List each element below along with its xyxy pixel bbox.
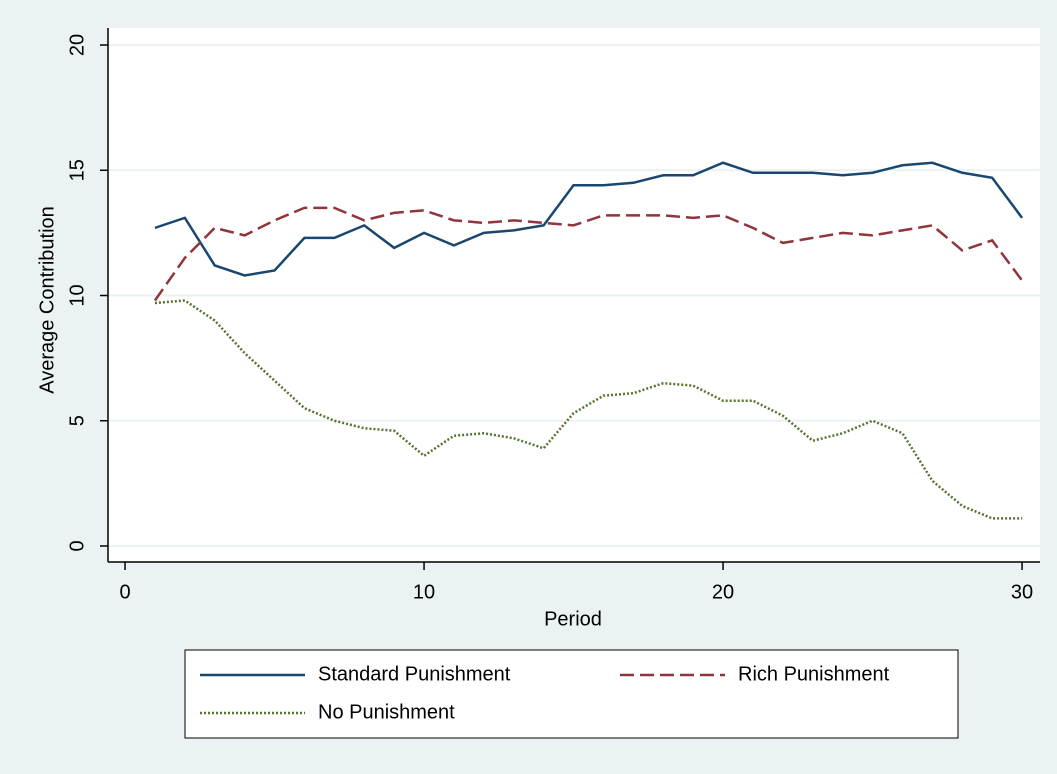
series-line <box>154 299 1023 520</box>
x-tick-label: 20 <box>712 581 734 603</box>
y-tick-label: 5 <box>66 415 88 426</box>
legend-box <box>184 649 959 739</box>
x-tick-label: 0 <box>119 581 130 603</box>
y-tick-label: 10 <box>66 284 88 306</box>
legend-label: No Punishment <box>318 701 455 723</box>
x-tick-label: 30 <box>1011 581 1033 603</box>
y-axis-label: Average Contribution <box>36 206 58 394</box>
legend-label: Standard Punishment <box>318 663 511 685</box>
y-tick-label: 15 <box>66 159 88 181</box>
y-tick-label: 20 <box>66 34 88 56</box>
x-tick-label: 10 <box>413 581 435 603</box>
legend-label: Rich Punishment <box>738 663 890 685</box>
x-axis-label: Period <box>544 608 602 630</box>
series-line <box>153 206 1024 302</box>
y-tick-label: 0 <box>66 540 88 551</box>
series-line <box>154 161 1024 277</box>
